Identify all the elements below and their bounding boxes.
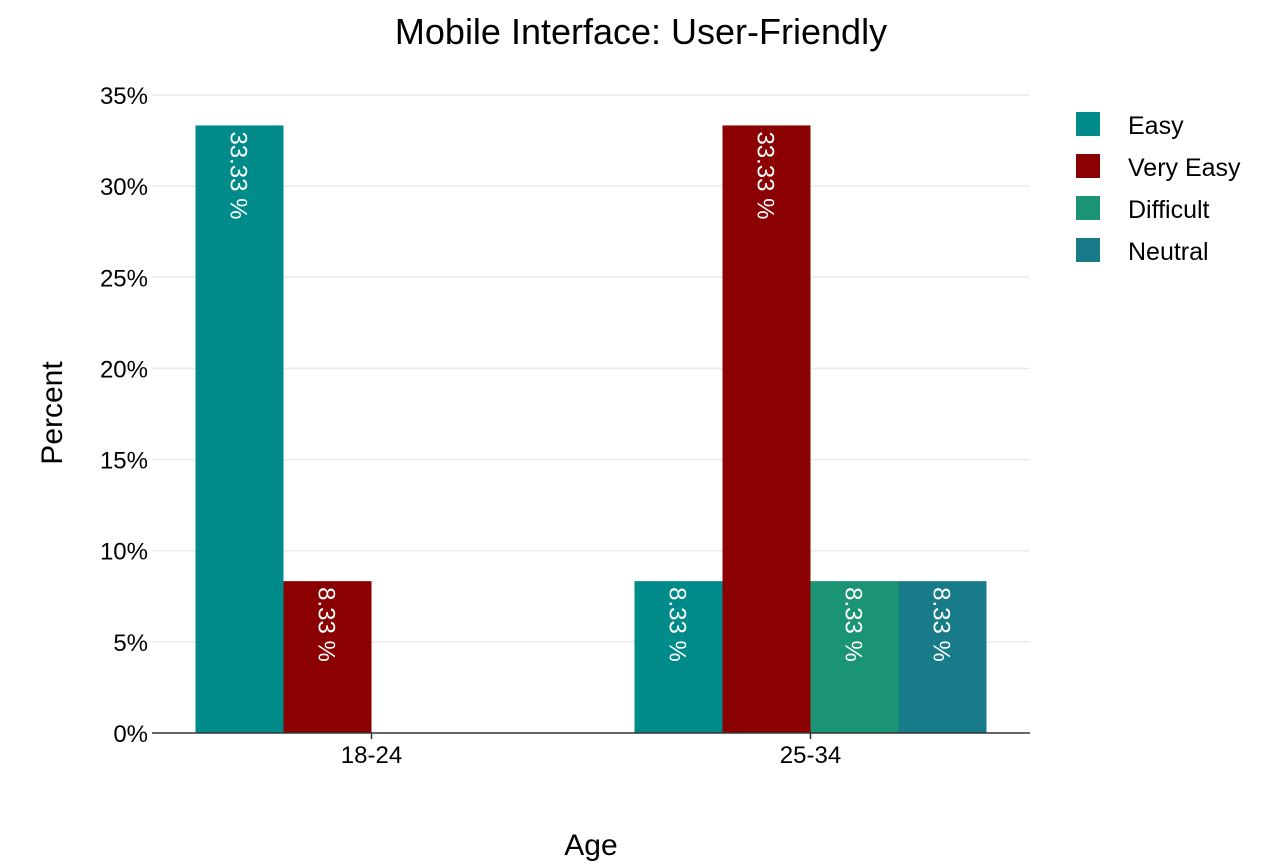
bar [283, 581, 372, 733]
y-tick-label: 5% [113, 630, 148, 657]
y-tick-label: 20% [100, 356, 148, 383]
legend-label: Very Easy [1128, 154, 1241, 182]
bars: 33.33 % 8.33 % 8.33 % 33.33 % 8.33 % 8.33 % [195, 125, 987, 733]
y-tick-label: 15% [100, 448, 148, 475]
legend-label: Difficult [1128, 196, 1210, 224]
y-tick-label: 30% [100, 174, 148, 201]
legend-swatch [1076, 238, 1100, 262]
bar [195, 125, 284, 733]
data-label: 8.33 % [840, 587, 867, 662]
gridlines [152, 94, 1030, 643]
bar [898, 581, 987, 733]
y-axis-title: Percent [36, 361, 69, 465]
bar [634, 581, 723, 733]
legend-swatch [1076, 196, 1100, 220]
data-label: 8.33 % [313, 587, 340, 662]
bar [722, 125, 811, 733]
legend-swatch [1076, 112, 1100, 136]
y-tick-label: 25% [100, 265, 148, 292]
chart-title: Mobile Interface: User-Friendly [395, 11, 887, 52]
x-tick-label: 18-24 [341, 742, 402, 769]
x-axis-title: Age [564, 829, 617, 862]
data-label: 33.33 % [225, 131, 252, 219]
bar [810, 581, 899, 733]
legend-label: Neutral [1128, 238, 1209, 266]
data-label: 8.33 % [664, 587, 691, 662]
y-tick-label: 35% [100, 83, 148, 110]
legend-swatch [1076, 154, 1100, 178]
axes: 0% 5% 10% 15% 20% 25% 30% 35% 18-24 25-34 [100, 83, 1030, 769]
legend-label: Easy [1128, 112, 1184, 140]
legend: Easy Very Easy Difficult Neutral [1076, 112, 1241, 266]
data-label: 33.33 % [752, 131, 779, 219]
x-tick-label: 25-34 [780, 742, 841, 769]
data-label: 8.33 % [928, 587, 955, 662]
y-tick-label: 0% [113, 721, 148, 748]
y-tick-label: 10% [100, 539, 148, 566]
